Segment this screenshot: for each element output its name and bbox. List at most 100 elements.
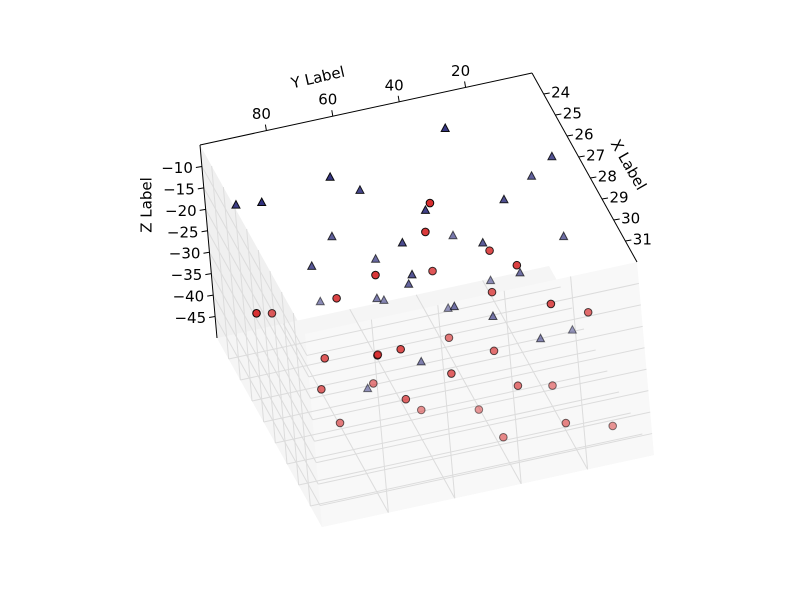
point	[448, 230, 458, 240]
axis-line	[531, 72, 638, 263]
point	[488, 310, 498, 320]
grid-line	[201, 166, 308, 356]
point	[369, 379, 378, 388]
points	[231, 122, 618, 442]
tick-mark	[543, 92, 550, 95]
axis-line	[199, 144, 218, 339]
point	[425, 198, 435, 208]
y-tick-label: 60	[318, 91, 337, 109]
point	[443, 302, 453, 312]
grid-line	[503, 290, 522, 484]
point	[373, 350, 383, 359]
point	[447, 369, 456, 378]
point	[499, 194, 509, 204]
x-tick-label: 24	[551, 84, 570, 102]
tick-mark	[555, 113, 562, 116]
point	[548, 381, 557, 390]
x-tick-label: 26	[574, 126, 593, 144]
point	[372, 293, 382, 303]
point	[403, 278, 414, 288]
grid-line	[222, 186, 241, 381]
tick-mark	[203, 251, 210, 254]
z-tick-label: −30	[169, 245, 201, 263]
point	[396, 344, 405, 354]
point	[252, 308, 261, 318]
grid-line	[257, 249, 276, 444]
point	[335, 418, 345, 428]
point	[546, 299, 556, 309]
grid-line	[306, 282, 639, 356]
point	[561, 418, 571, 428]
point	[371, 270, 380, 280]
point	[267, 308, 277, 318]
grid-line	[286, 391, 620, 465]
grid-line	[349, 308, 456, 499]
point	[513, 381, 523, 390]
point	[420, 204, 431, 214]
point	[567, 324, 578, 334]
point	[355, 184, 365, 194]
z-tick-label: −15	[163, 180, 195, 198]
tick-mark	[331, 110, 334, 117]
grid-line	[570, 276, 589, 470]
grid-line	[212, 294, 319, 485]
tick-mark	[625, 239, 632, 242]
tick-mark	[195, 165, 202, 168]
grid-line	[314, 368, 647, 442]
point	[526, 170, 537, 180]
tick-mark	[201, 230, 208, 233]
point	[512, 260, 522, 270]
grid-line	[281, 291, 300, 486]
z-tick-label: −25	[167, 223, 199, 241]
grid-line	[210, 273, 317, 463]
pane	[305, 262, 654, 527]
point	[317, 385, 326, 394]
point	[379, 294, 389, 304]
grid-line	[292, 312, 311, 507]
point	[499, 432, 508, 442]
tick-mark	[199, 208, 206, 211]
point	[474, 405, 484, 414]
z-tick-label: −10	[161, 159, 193, 177]
grid-line	[370, 319, 389, 513]
point	[407, 269, 417, 279]
grid-line	[312, 347, 645, 421]
point	[489, 346, 499, 356]
grid-line	[203, 187, 310, 378]
point	[327, 231, 337, 241]
axis-line	[199, 72, 533, 146]
tick-mark	[264, 124, 267, 131]
grid-line	[298, 412, 631, 486]
point	[428, 266, 437, 276]
x-tick-label: 31	[633, 231, 652, 249]
grid-line	[415, 294, 522, 485]
point	[332, 293, 341, 303]
point	[608, 421, 618, 431]
x-tick-label: 25	[563, 105, 582, 123]
grid-line	[246, 228, 265, 423]
z-tick-label: −40	[173, 288, 205, 306]
x-tick-label: 27	[586, 147, 605, 165]
grid-line	[310, 433, 643, 507]
z-tick-label: −20	[165, 202, 197, 220]
grid-line	[482, 280, 589, 470]
point	[444, 333, 454, 343]
point	[416, 356, 427, 366]
tick-mark	[197, 187, 204, 190]
grid-line	[234, 207, 253, 402]
y-tick-label: 80	[252, 105, 271, 123]
grid-line	[318, 411, 651, 485]
point	[515, 267, 525, 277]
grid-line	[211, 165, 230, 360]
point	[370, 253, 381, 263]
grid-line	[320, 433, 653, 507]
point	[558, 231, 569, 241]
point	[440, 122, 451, 132]
grid-line	[207, 230, 313, 421]
grid-line	[263, 349, 596, 423]
grid-line	[240, 307, 573, 381]
grid-line	[269, 270, 288, 465]
point	[362, 383, 373, 393]
